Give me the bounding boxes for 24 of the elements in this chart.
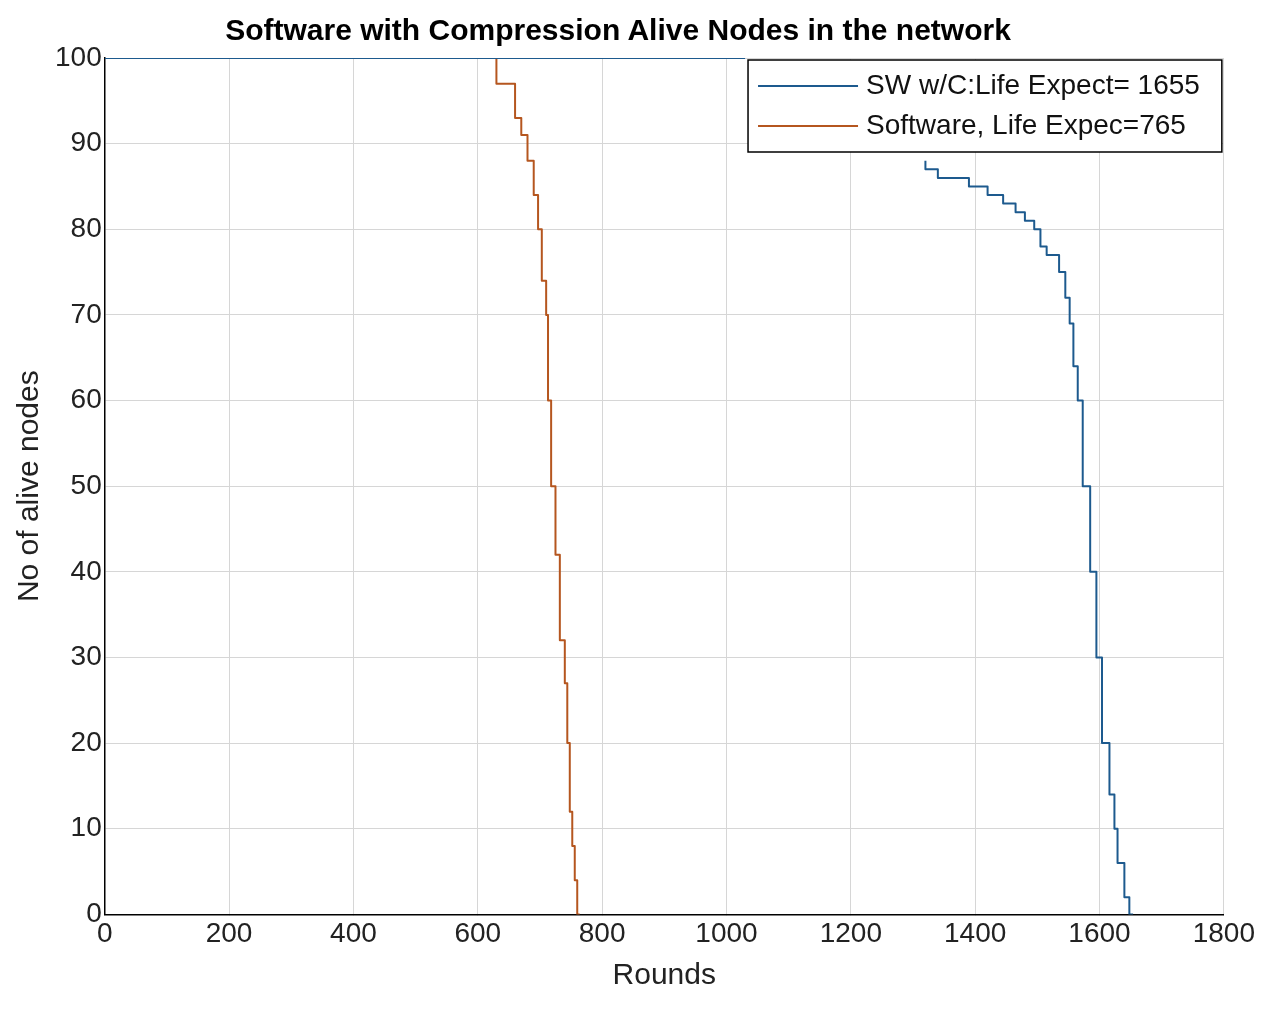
legend-label: Software, Life Expec=765: [866, 108, 1186, 140]
x-tick-label: 1200: [819, 916, 882, 948]
y-tick-label: 10: [70, 811, 102, 843]
y-tick-label: 20: [70, 725, 102, 757]
legend-label: SW w/C:Life Expect= 1655: [866, 68, 1200, 100]
y-tick-label: 70: [70, 297, 102, 329]
y-tick-label: 30: [70, 640, 102, 672]
x-tick-label: 400: [330, 916, 377, 948]
x-tick-label: 1400: [944, 916, 1007, 948]
y-axis-title: No of alive nodes: [11, 370, 45, 603]
y-tick-label: 60: [70, 383, 102, 415]
y-tick-label: 80: [70, 212, 102, 243]
y-tick-label: 40: [70, 554, 102, 586]
chart-title: Software with Compression Alive Nodes in the network: [225, 13, 1012, 47]
x-tick-label: 600: [454, 916, 502, 948]
x-tick-label: 1800: [1192, 916, 1255, 948]
x-tick-label: 1600: [1068, 916, 1131, 948]
y-tick-label: 100: [55, 40, 102, 72]
x-tick-label: 1000: [695, 916, 758, 948]
x-tick-label: 800: [578, 916, 626, 948]
x-axis-title: Rounds: [612, 957, 716, 991]
y-tick-label: 90: [70, 126, 102, 158]
x-tick-label: 200: [205, 916, 253, 948]
y-tick-label: 50: [70, 468, 102, 500]
